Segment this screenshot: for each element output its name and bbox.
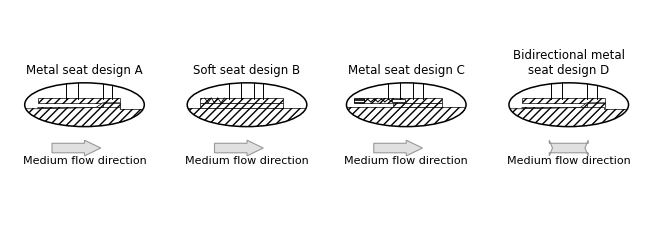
Polygon shape bbox=[522, 98, 604, 103]
Text: Medium flow direction: Medium flow direction bbox=[185, 156, 309, 166]
Polygon shape bbox=[52, 140, 101, 156]
Polygon shape bbox=[392, 99, 405, 102]
Circle shape bbox=[346, 83, 466, 127]
Polygon shape bbox=[19, 108, 150, 127]
Text: Metal seat design C: Metal seat design C bbox=[348, 64, 465, 77]
Polygon shape bbox=[103, 103, 120, 108]
Polygon shape bbox=[374, 140, 422, 156]
Polygon shape bbox=[359, 98, 442, 103]
Circle shape bbox=[25, 83, 144, 127]
Text: Bidirectional metal
seat design D: Bidirectional metal seat design D bbox=[513, 49, 625, 77]
Polygon shape bbox=[393, 103, 442, 107]
Text: Soft seat design B: Soft seat design B bbox=[194, 64, 300, 77]
Circle shape bbox=[187, 83, 307, 127]
Polygon shape bbox=[503, 108, 634, 127]
Text: Medium flow direction: Medium flow direction bbox=[23, 156, 146, 166]
Polygon shape bbox=[200, 98, 283, 103]
Polygon shape bbox=[549, 140, 588, 156]
Polygon shape bbox=[587, 103, 605, 108]
Polygon shape bbox=[181, 108, 313, 127]
Polygon shape bbox=[214, 140, 263, 156]
Polygon shape bbox=[354, 98, 364, 103]
Text: Medium flow direction: Medium flow direction bbox=[344, 156, 468, 166]
Text: Medium flow direction: Medium flow direction bbox=[507, 156, 630, 166]
Polygon shape bbox=[522, 103, 604, 109]
Polygon shape bbox=[341, 107, 472, 127]
Text: Metal seat design A: Metal seat design A bbox=[26, 64, 143, 77]
Circle shape bbox=[509, 83, 629, 127]
Polygon shape bbox=[38, 103, 120, 109]
Polygon shape bbox=[200, 103, 283, 108]
Polygon shape bbox=[38, 98, 120, 103]
